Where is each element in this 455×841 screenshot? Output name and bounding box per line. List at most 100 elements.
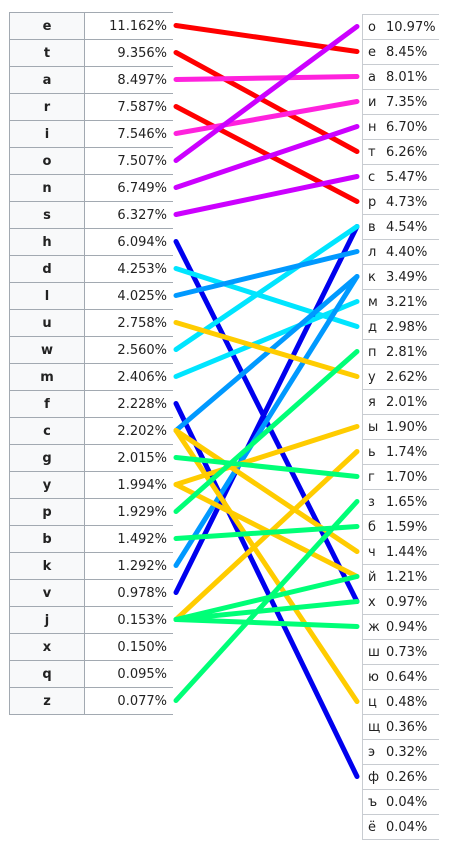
english-row: w 2.560%: [9, 336, 173, 364]
english-row: k 1.292%: [9, 552, 173, 580]
russian-frequency: 0.97%: [386, 589, 439, 615]
english-frequency: 4.253%: [84, 255, 173, 283]
english-frequency: 2.228%: [84, 390, 173, 418]
link-a-а: [173, 74, 360, 82]
russian-frequency: 2.81%: [386, 339, 439, 365]
english-frequency: 0.978%: [84, 579, 173, 607]
english-frequency: 4.025%: [84, 282, 173, 310]
russian-frequency: 10.97%: [386, 14, 439, 40]
russian-frequency: 6.70%: [386, 114, 439, 140]
russian-frequency: 8.01%: [386, 64, 439, 90]
link-d-д: [173, 266, 360, 329]
english-frequency: 0.150%: [84, 633, 173, 661]
russian-row: ф 0.26%: [362, 764, 439, 790]
english-letter: g: [9, 444, 85, 472]
english-frequency: 2.560%: [84, 336, 173, 364]
english-letter: a: [9, 66, 85, 94]
russian-row: г 1.70%: [362, 464, 439, 490]
russian-row: щ 0.36%: [362, 714, 439, 740]
english-letter: o: [9, 147, 85, 175]
russian-frequency: 6.26%: [386, 139, 439, 165]
link-j-х: [173, 599, 360, 622]
english-frequency: 2.015%: [84, 444, 173, 472]
russian-letter: щ: [362, 714, 386, 740]
russian-frequency: 4.40%: [386, 239, 439, 265]
russian-frequency: 3.49%: [386, 264, 439, 290]
english-row: e 11.162%: [9, 12, 173, 40]
russian-frequency: 5.47%: [386, 164, 439, 190]
russian-row: и 7.35%: [362, 89, 439, 115]
link-s-с: [173, 174, 360, 217]
russian-frequency: 0.26%: [386, 764, 439, 790]
english-letter: e: [9, 12, 85, 40]
russian-row: э 0.32%: [362, 739, 439, 765]
link-u-у: [173, 320, 360, 379]
english-letter: j: [9, 606, 85, 634]
link-v-в: [173, 224, 360, 595]
english-row: z 0.077%: [9, 687, 173, 715]
link-z-з: [173, 499, 360, 703]
english-row: c 2.202%: [9, 417, 173, 445]
russian-row: ю 0.64%: [362, 664, 439, 690]
link-m-м: [173, 299, 360, 379]
russian-row: ш 0.73%: [362, 639, 439, 665]
english-row: n 6.749%: [9, 174, 173, 202]
link-f-ф: [173, 401, 360, 779]
english-frequency: 6.749%: [84, 174, 173, 202]
russian-row: н 6.70%: [362, 114, 439, 140]
russian-row: л 4.40%: [362, 239, 439, 265]
link-j-ж: [173, 617, 360, 629]
russian-frequency: 0.48%: [386, 689, 439, 715]
russian-row: к 3.49%: [362, 264, 439, 290]
russian-frequency: 0.64%: [386, 664, 439, 690]
english-row: v 0.978%: [9, 579, 173, 607]
english-letter: k: [9, 552, 85, 580]
russian-row: х 0.97%: [362, 589, 439, 615]
english-letter: n: [9, 174, 85, 202]
russian-row: т 6.26%: [362, 139, 439, 165]
russian-row: м 3.21%: [362, 289, 439, 315]
russian-row: п 2.81%: [362, 339, 439, 365]
english-letter: c: [9, 417, 85, 445]
russian-row: в 4.54%: [362, 214, 439, 240]
russian-row: ц 0.48%: [362, 689, 439, 715]
link-p-п: [173, 349, 360, 514]
english-letter: t: [9, 39, 85, 67]
english-frequency: 0.077%: [84, 687, 173, 715]
russian-frequency: 0.04%: [386, 814, 439, 840]
link-l-л: [173, 249, 360, 298]
english-letter: z: [9, 687, 85, 715]
english-letter: b: [9, 525, 85, 553]
russian-frequency: 1.59%: [386, 514, 439, 540]
english-letter: h: [9, 228, 85, 256]
russian-frequency: 0.32%: [386, 739, 439, 765]
link-r-р: [173, 104, 360, 204]
english-letter: w: [9, 336, 85, 364]
english-letter: y: [9, 471, 85, 499]
link-g-г: [173, 455, 360, 479]
english-row: p 1.929%: [9, 498, 173, 526]
russian-row: з 1.65%: [362, 489, 439, 515]
english-row: o 7.507%: [9, 147, 173, 175]
russian-row: я 2.01%: [362, 389, 439, 415]
english-letter: r: [9, 93, 85, 121]
english-frequency: 1.994%: [84, 471, 173, 499]
english-row: x 0.150%: [9, 633, 173, 661]
english-row: d 4.253%: [9, 255, 173, 283]
english-letter: v: [9, 579, 85, 607]
link-b-б: [173, 524, 360, 541]
russian-frequency: 1.74%: [386, 439, 439, 465]
english-row: r 7.587%: [9, 93, 173, 121]
russian-row: а 8.01%: [362, 64, 439, 90]
english-row: q 0.095%: [9, 660, 173, 688]
russian-row: ч 1.44%: [362, 539, 439, 565]
russian-frequency: 1.65%: [386, 489, 439, 515]
english-frequency-table: e 11.162% t 9.356% a 8.497% r 7.587% i 7.546% o 7.5…: [9, 12, 173, 715]
english-row: u 2.758%: [9, 309, 173, 337]
russian-frequency-table: о 10.97% е 8.45% а 8.01% и 7.35% н 6.70% т 6.26% с 5.…: [362, 14, 439, 840]
english-frequency: 8.497%: [84, 66, 173, 94]
link-c-ц: [173, 428, 360, 704]
russian-row: б 1.59%: [362, 514, 439, 540]
russian-frequency: 0.36%: [386, 714, 439, 740]
